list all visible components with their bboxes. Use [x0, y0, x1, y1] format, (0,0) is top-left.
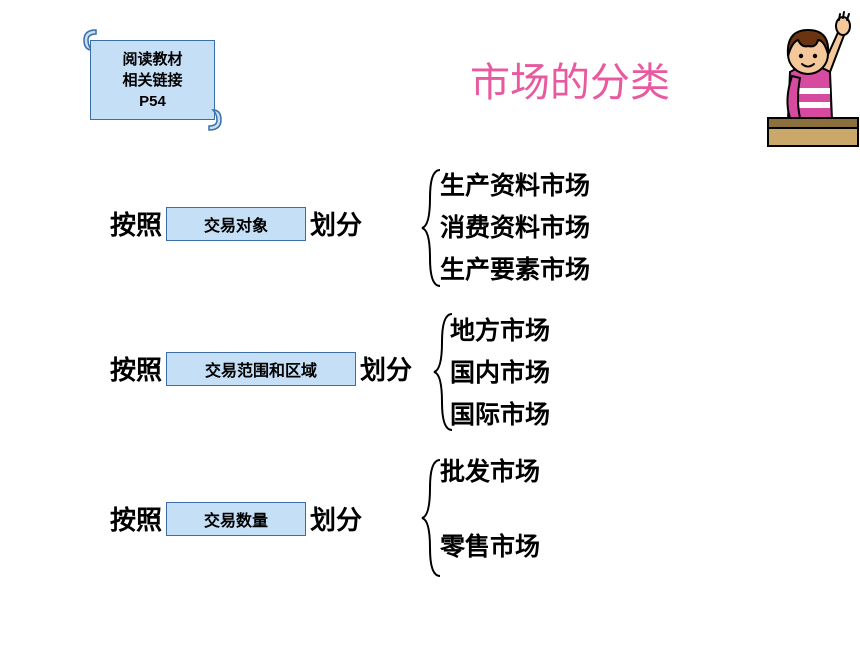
list-item: 生产要素市场	[440, 249, 590, 291]
list-item: 批发市场	[440, 460, 540, 485]
banner-line1: 阅读教材	[122, 49, 182, 70]
items-list-2: 地方市场 国内市场 国际市场	[450, 310, 550, 436]
banner-line3: P54	[139, 91, 166, 112]
classification-row-3: 按照 交易数量 划分	[110, 500, 362, 537]
page-title: 市场的分类	[470, 50, 670, 108]
list-item: 国内市场	[450, 352, 550, 394]
reference-banner: 阅读教材 相关链接 P54	[80, 30, 225, 130]
classification-row-1: 按照 交易对象 划分	[110, 205, 362, 242]
items-list-3: 批发市场 零售市场	[440, 460, 540, 560]
items-list-1: 生产资料市场 消费资料市场 生产要素市场	[440, 165, 590, 291]
list-item: 国际市场	[450, 394, 550, 436]
student-icon	[760, 10, 860, 150]
banner-body: 阅读教材 相关链接 P54	[90, 40, 215, 120]
classification-row-2: 按照 交易范围和区域 划分	[110, 350, 412, 387]
list-item: 消费资料市场	[440, 207, 590, 249]
scroll-curl-icon	[207, 108, 227, 132]
row-prefix: 按照	[110, 205, 162, 242]
list-item: 零售市场	[440, 535, 540, 560]
criterion-box-1: 交易对象	[166, 207, 306, 241]
row-suffix: 划分	[310, 205, 362, 242]
criterion-box-3: 交易数量	[166, 502, 306, 536]
row-suffix: 划分	[310, 500, 362, 537]
criterion-box-2: 交易范围和区域	[166, 352, 356, 386]
list-item: 地方市场	[450, 310, 550, 352]
banner-line2: 相关链接	[122, 70, 182, 91]
row-suffix: 划分	[360, 350, 412, 387]
row-prefix: 按照	[110, 350, 162, 387]
list-item: 生产资料市场	[440, 165, 590, 207]
row-prefix: 按照	[110, 500, 162, 537]
